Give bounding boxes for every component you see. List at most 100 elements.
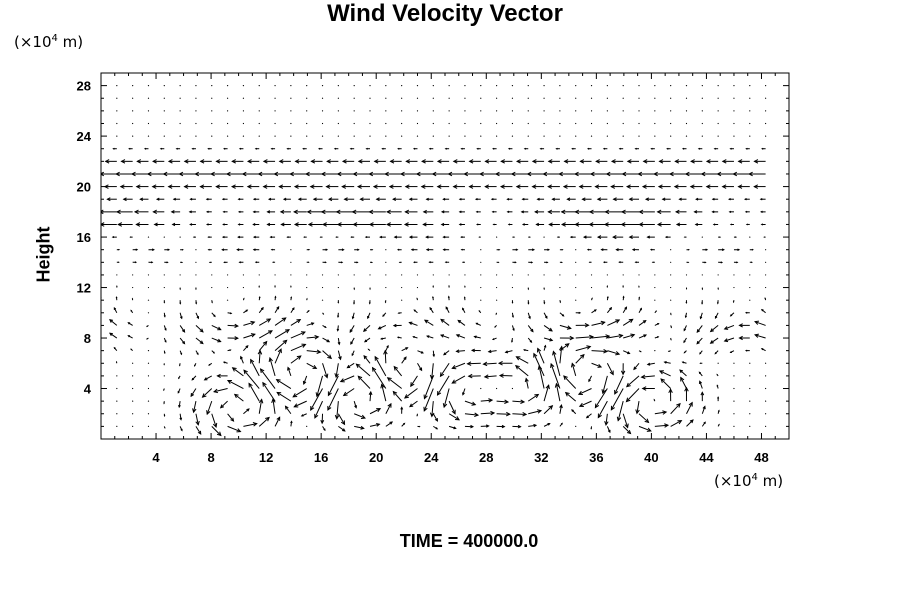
vector-head: [597, 413, 602, 419]
calm-point: [606, 85, 608, 87]
wind-vector: [413, 309, 418, 314]
wind-vector: [581, 197, 592, 202]
wind-vector: [670, 97, 672, 99]
vector-head: [704, 261, 707, 264]
vector-head: [337, 341, 341, 346]
wind-vector: [487, 349, 497, 354]
vector-head: [475, 210, 479, 213]
vector-head: [422, 209, 427, 214]
vector-head: [133, 209, 139, 215]
wind-vector: [416, 135, 419, 137]
wind-vector: [701, 122, 703, 125]
wind-vector: [274, 329, 291, 339]
wind-vector: [560, 222, 576, 227]
vector-head: [375, 197, 380, 202]
vector-head: [356, 261, 359, 264]
wind-vector: [496, 122, 498, 125]
vector-head: [302, 380, 307, 385]
wind-vector: [115, 171, 133, 177]
vector-head: [545, 384, 550, 390]
vector-head: [237, 210, 241, 213]
wind-vector: [127, 335, 133, 339]
vector-head: [237, 223, 241, 226]
vector-head: [372, 184, 378, 189]
wind-vector: [749, 299, 751, 301]
vector-head: [492, 223, 495, 226]
vector-head: [605, 171, 611, 177]
wind-vector: [159, 147, 165, 150]
calm-point: [147, 122, 150, 125]
calm-point: [543, 274, 545, 276]
wind-vector: [596, 235, 608, 239]
vector-shaft: [385, 421, 393, 427]
vector-head: [729, 314, 733, 317]
calm-point: [195, 97, 197, 99]
wind-vector: [199, 159, 212, 164]
vector-head: [574, 209, 580, 215]
vector-head: [573, 171, 579, 177]
calm-point: [385, 85, 387, 87]
vector-head: [547, 159, 553, 164]
wind-vector: [274, 274, 276, 276]
wind-vector: [622, 306, 628, 314]
wind-vector: [496, 399, 510, 405]
vector-head: [714, 315, 718, 319]
wind-vector: [492, 223, 497, 226]
wind-vector: [622, 122, 624, 125]
vector-head: [642, 159, 648, 164]
calm-point: [733, 362, 735, 364]
wind-vector: [425, 248, 434, 252]
wind-vector: [590, 135, 593, 137]
wind-vector: [183, 159, 196, 164]
calm-point: [590, 274, 593, 276]
wind-vector: [179, 274, 181, 276]
wind-vector: [654, 122, 656, 125]
vector-head: [448, 284, 450, 287]
calm-point: [353, 85, 355, 87]
wind-vector: [653, 171, 671, 177]
vector-head: [92, 319, 96, 323]
calm-point: [733, 375, 735, 377]
vector-shaft: [243, 408, 250, 415]
calm-point: [590, 286, 593, 289]
wind-vector: [132, 362, 134, 364]
wind-vector: [605, 171, 624, 177]
vector-head: [760, 308, 764, 312]
wind-vector: [685, 110, 688, 112]
vector-head: [101, 222, 105, 227]
wind-vector: [683, 337, 687, 344]
calm-point: [496, 85, 498, 87]
vector-head: [252, 197, 256, 201]
wind-vector: [321, 135, 324, 137]
wind-vector: [379, 235, 386, 239]
vector-head: [681, 361, 685, 364]
vector-head: [118, 248, 121, 251]
vector-head: [737, 184, 743, 189]
wind-vector: [527, 135, 529, 137]
vector-head: [685, 301, 688, 304]
wind-vector: [422, 222, 434, 227]
wind-vector: [536, 347, 545, 364]
wind-vector: [148, 248, 155, 251]
wind-vector: [84, 172, 101, 176]
calm-point: [496, 97, 498, 99]
vector-shaft: [606, 363, 614, 375]
vector-head: [199, 184, 205, 189]
wind-vector: [480, 398, 494, 403]
vector-head: [428, 261, 431, 264]
wind-vector: [322, 312, 325, 315]
vector-head: [83, 210, 87, 214]
vector-head: [360, 425, 365, 430]
wind-vector: [179, 300, 182, 305]
calm-point: [511, 286, 514, 289]
vector-head: [590, 427, 593, 430]
wind-vector: [290, 135, 292, 137]
calm-point: [258, 274, 260, 276]
vector-head: [397, 312, 400, 314]
wind-vector: [163, 135, 165, 137]
wind-vector: [484, 184, 497, 189]
wind-vector: [369, 408, 382, 415]
wind-vector: [195, 122, 197, 125]
vector-shaft: [654, 411, 667, 415]
vector-head: [658, 370, 664, 375]
